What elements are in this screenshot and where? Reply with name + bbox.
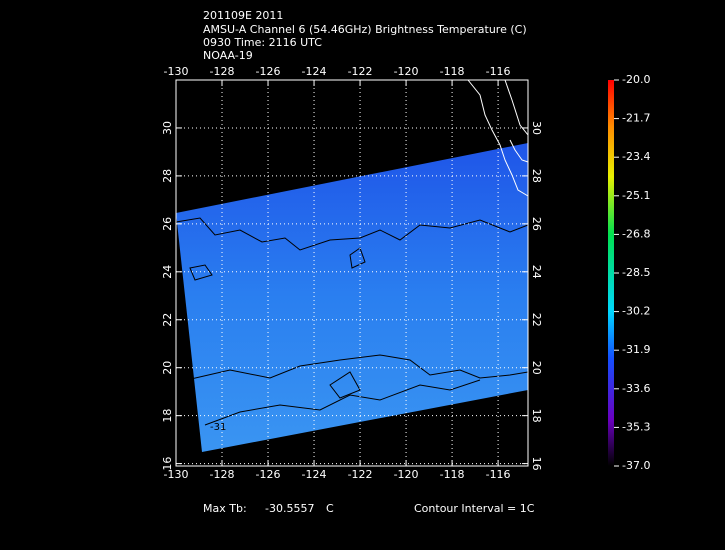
lat-tick-label: 30	[530, 121, 543, 135]
header-line: NOAA-19	[203, 49, 253, 62]
lat-tick-label: 22	[530, 313, 543, 327]
colorbar-label: -28.5	[622, 266, 650, 279]
lon-tick-label: -116	[486, 468, 511, 481]
colorbar-label: -25.1	[622, 189, 650, 202]
lon-tick-label: -118	[440, 65, 465, 78]
lat-tick-label: 28	[530, 169, 543, 183]
colorbar-label: -20.0	[622, 73, 650, 86]
lon-tick-label: -124	[302, 65, 327, 78]
colorbar-label: -33.6	[622, 382, 650, 395]
lat-tick-label: 18	[161, 409, 174, 423]
lat-tick-label: 24	[530, 265, 543, 279]
max-unit: C	[326, 502, 334, 515]
lon-tick-label: -122	[348, 65, 373, 78]
lat-tick-label: 18	[530, 409, 543, 423]
lat-tick-label: 26	[530, 217, 543, 231]
lat-tick-label: 20	[161, 361, 174, 375]
lon-tick-label: -126	[256, 468, 281, 481]
header: 201109E 2011 AMSU-A Channel 6 (54.46GHz)…	[203, 9, 527, 62]
colorbar-label: -21.7	[622, 112, 650, 125]
max-label: Max Tb:	[203, 502, 247, 515]
lat-tick-label: 16	[161, 457, 174, 471]
graticule	[175, 80, 528, 466]
header-line: 201109E 2011	[203, 9, 283, 22]
lon-tick-label: -124	[302, 468, 327, 481]
colorbar-label: -26.8	[622, 227, 650, 240]
lon-tick-label: -130	[164, 65, 189, 78]
colorbar-label: -37.0	[622, 459, 650, 472]
lon-tick-label: -116	[486, 65, 511, 78]
header-line: 0930 Time: 2116 UTC	[203, 36, 322, 49]
map-frame	[175, 79, 529, 467]
lat-tick-label: 30	[161, 121, 174, 135]
lat-tick-label: 20	[530, 361, 543, 375]
colorbar-label: -30.2	[622, 305, 650, 318]
lon-tick-label: -130	[164, 468, 189, 481]
max-value: -30.5557	[265, 502, 314, 515]
lat-tick-label: 16	[530, 457, 543, 471]
lon-tick-label: -120	[394, 65, 419, 78]
lat-tick-label: 22	[161, 313, 174, 327]
lon-tick-label: -122	[348, 468, 373, 481]
coastline	[467, 79, 529, 197]
colorbar-label: -23.4	[622, 150, 650, 163]
lat-tick-label: 26	[161, 217, 174, 231]
lon-tick-label: -128	[210, 65, 235, 78]
lon-tick-label: -128	[210, 468, 235, 481]
colorbar	[608, 80, 614, 466]
contour-interval: Contour Interval = 1C	[414, 502, 535, 515]
header-line: AMSU-A Channel 6 (54.46GHz) Brightness T…	[203, 23, 527, 36]
colorbar-label: -31.9	[622, 343, 650, 356]
footer: Max Tb: -30.5557 C Contour Interval = 1C	[203, 502, 535, 515]
lat-tick-label: 24	[161, 265, 174, 279]
lat-tick-label: 28	[161, 169, 174, 183]
colorbar-label: -35.3	[622, 420, 650, 433]
lon-tick-label: -118	[440, 468, 465, 481]
lon-tick-label: -126	[256, 65, 281, 78]
contour-label: -31	[210, 422, 226, 433]
lon-tick-label: -120	[394, 468, 419, 481]
data-swath	[176, 143, 528, 452]
